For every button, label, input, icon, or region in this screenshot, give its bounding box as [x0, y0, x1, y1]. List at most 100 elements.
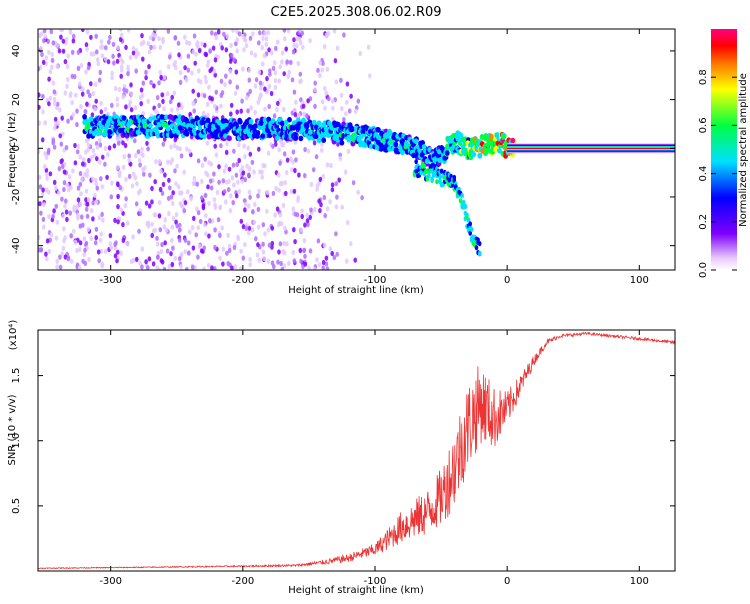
noise-speckle — [69, 185, 73, 191]
snr-x-tick-label: 0 — [504, 576, 510, 587]
noise-speckle — [55, 101, 60, 107]
noise-speckle — [212, 68, 217, 74]
noise-speckle — [59, 34, 63, 40]
noise-speckle — [52, 208, 56, 214]
noise-speckle — [237, 188, 242, 194]
noise-speckle — [73, 142, 77, 149]
ridge-blob — [148, 116, 154, 122]
noise-speckle — [176, 40, 181, 46]
colorbar-tick-label: 0.6 — [698, 117, 709, 133]
noise-speckle — [75, 149, 80, 155]
noise-speckle — [118, 56, 123, 62]
noise-speckle — [281, 249, 286, 255]
noise-speckle — [303, 173, 307, 179]
noise-speckle — [250, 159, 255, 165]
noise-speckle — [301, 44, 305, 51]
noise-speckle — [42, 202, 46, 208]
noise-speckle — [86, 89, 90, 95]
noise-speckle — [200, 162, 205, 168]
noise-speckle — [122, 87, 126, 93]
noise-speckle — [196, 92, 201, 98]
secondary-ridge-blob — [412, 172, 417, 178]
noise-speckle — [93, 106, 98, 112]
noise-speckle — [247, 166, 252, 172]
noise-speckle — [172, 142, 177, 149]
noise-speckle — [291, 149, 296, 155]
noise-speckle — [86, 197, 91, 203]
noise-speckle — [103, 145, 108, 151]
noise-speckle — [170, 237, 174, 243]
noise-speckle — [232, 148, 236, 154]
noise-speckle — [229, 193, 233, 199]
noise-speckle — [315, 186, 319, 192]
noise-speckle — [273, 84, 278, 90]
noise-speckle — [52, 96, 57, 102]
noise-speckle — [218, 204, 223, 210]
noise-speckle — [47, 213, 51, 220]
noise-speckle — [80, 214, 84, 220]
noise-speckle — [314, 154, 319, 160]
noise-speckle — [81, 222, 85, 228]
noise-speckle — [44, 55, 49, 61]
noise-speckle — [185, 189, 190, 195]
noise-speckle — [227, 243, 232, 249]
noise-speckle — [126, 29, 131, 33]
colorbar-tick-label: 0.2 — [698, 214, 709, 230]
secondary-ridge-blob — [474, 245, 479, 251]
noise-speckle — [183, 249, 188, 255]
noise-speckle — [130, 183, 135, 189]
noise-speckle — [167, 210, 171, 217]
noise-speckle — [115, 165, 120, 171]
noise-speckle — [193, 60, 197, 66]
ridge-blob — [347, 122, 353, 128]
noise-speckle — [47, 147, 51, 153]
noise-speckle — [60, 196, 64, 202]
noise-speckle — [60, 251, 64, 257]
noise-speckle — [106, 59, 111, 65]
noise-speckle — [315, 257, 319, 263]
noise-speckle — [293, 139, 298, 145]
noise-speckle — [84, 138, 89, 144]
noise-speckle — [174, 212, 179, 218]
noise-speckle — [61, 245, 66, 251]
noise-speckle — [94, 98, 98, 104]
ridge-blob — [201, 133, 207, 140]
noise-speckle — [104, 56, 108, 62]
noise-speckle — [322, 242, 327, 248]
noise-speckle — [277, 172, 281, 178]
ridge-blob — [99, 124, 105, 130]
noise-speckle — [247, 67, 251, 73]
noise-speckle — [333, 58, 338, 64]
noise-speckle — [40, 51, 44, 58]
noise-speckle — [84, 197, 88, 203]
noise-speckle — [253, 83, 258, 89]
noise-speckle — [306, 148, 311, 154]
noise-speckle — [65, 216, 69, 223]
noise-speckle — [118, 36, 123, 43]
noise-speckle — [246, 108, 250, 114]
noise-speckle — [303, 253, 307, 259]
noise-speckle — [82, 236, 87, 242]
noise-speckle — [345, 258, 349, 264]
noise-speckle — [110, 180, 114, 186]
noise-speckle — [138, 260, 142, 266]
noise-speckle — [127, 173, 132, 179]
noise-speckle — [48, 95, 53, 101]
noise-speckle — [292, 89, 297, 95]
noise-speckle — [234, 193, 239, 199]
noise-speckle — [180, 203, 184, 209]
noise-speckle — [84, 42, 89, 48]
noise-speckle — [85, 29, 90, 35]
noise-speckle — [303, 261, 308, 267]
spectrogram-y-ticks: -40 -20 0 20 40 — [11, 45, 675, 254]
noise-speckle — [318, 176, 323, 182]
noise-speckle — [285, 241, 289, 247]
noise-speckle — [285, 157, 290, 163]
noise-speckle — [40, 192, 45, 198]
noise-speckle — [121, 164, 126, 170]
noise-speckle — [64, 198, 68, 204]
colorbar-label: Normalized spectral amplitude — [738, 73, 749, 227]
noise-speckle — [116, 45, 120, 51]
noise-speckle — [127, 153, 131, 159]
